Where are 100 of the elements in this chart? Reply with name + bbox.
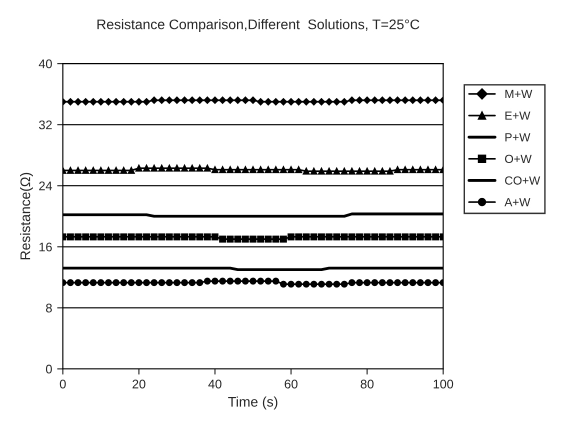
point	[104, 98, 112, 106]
point	[166, 96, 173, 104]
point	[257, 166, 264, 174]
point	[219, 278, 226, 285]
x-tick-label: 100	[434, 380, 454, 388]
point	[143, 164, 150, 172]
legend-label: E+W	[505, 112, 530, 120]
point	[204, 278, 211, 285]
point	[219, 236, 226, 243]
point	[181, 164, 188, 172]
point	[74, 233, 82, 240]
point	[143, 233, 150, 240]
point	[219, 166, 226, 174]
point	[348, 233, 356, 240]
point	[402, 96, 409, 104]
y-tick-label: 0	[46, 364, 52, 374]
point	[82, 233, 90, 240]
point	[181, 279, 188, 286]
point	[181, 233, 188, 240]
point	[432, 233, 440, 240]
point	[326, 168, 333, 175]
point	[394, 96, 402, 104]
point	[226, 278, 234, 285]
point	[340, 280, 348, 288]
y-axis-title: Resistance(Ω)	[20, 172, 33, 260]
y-tick-label: 32	[38, 120, 52, 130]
point	[318, 233, 325, 240]
point	[318, 168, 325, 175]
point	[280, 98, 288, 106]
point	[288, 233, 295, 240]
point	[142, 98, 150, 106]
point	[218, 96, 226, 104]
x-tick-label: 60	[284, 380, 298, 388]
point	[416, 279, 424, 286]
point	[188, 279, 196, 286]
point	[112, 166, 120, 174]
point	[287, 98, 295, 106]
point	[242, 96, 250, 104]
point	[280, 236, 287, 243]
point	[234, 166, 242, 174]
point	[82, 166, 90, 174]
point	[242, 278, 249, 285]
point	[310, 168, 318, 175]
point	[272, 236, 280, 243]
point	[386, 96, 394, 104]
point	[150, 233, 158, 240]
point	[371, 279, 378, 286]
point	[432, 166, 440, 174]
point	[302, 98, 310, 106]
point	[326, 280, 333, 288]
point	[66, 233, 74, 240]
x-axis-title: Time (s)	[228, 396, 278, 410]
point	[112, 233, 120, 240]
point	[302, 280, 310, 288]
point	[97, 279, 104, 286]
point	[386, 168, 394, 175]
point	[272, 278, 280, 285]
point	[340, 233, 348, 240]
point	[120, 98, 128, 106]
point	[432, 279, 440, 286]
point	[196, 279, 204, 286]
point	[234, 96, 242, 104]
point	[196, 233, 204, 240]
legend-label: M+W	[505, 90, 532, 98]
point	[264, 98, 272, 106]
y-tick-label: 40	[38, 59, 52, 68]
point	[371, 168, 378, 175]
legend-label: O+W	[505, 154, 532, 164]
point	[90, 166, 97, 174]
point	[196, 164, 204, 172]
point	[348, 279, 356, 286]
legend-label: A+W	[504, 198, 530, 206]
point	[188, 164, 196, 172]
point	[173, 279, 180, 286]
point	[416, 166, 424, 174]
point	[158, 96, 166, 104]
point	[180, 96, 188, 104]
point	[386, 233, 394, 240]
point	[356, 168, 363, 175]
point	[288, 166, 295, 174]
point	[424, 166, 432, 174]
point	[250, 166, 256, 174]
point	[378, 96, 386, 104]
point	[272, 98, 280, 106]
point	[394, 233, 402, 240]
point	[310, 233, 318, 240]
point	[333, 98, 340, 106]
point	[90, 233, 97, 240]
y-tick-label: 16	[39, 242, 52, 252]
point	[280, 280, 287, 288]
point	[310, 98, 318, 106]
point	[135, 233, 142, 240]
point	[272, 166, 280, 174]
point	[150, 96, 158, 104]
point	[105, 166, 112, 174]
point	[302, 168, 310, 175]
point	[158, 279, 166, 286]
point	[97, 233, 104, 240]
point	[234, 278, 242, 285]
point	[204, 96, 212, 104]
